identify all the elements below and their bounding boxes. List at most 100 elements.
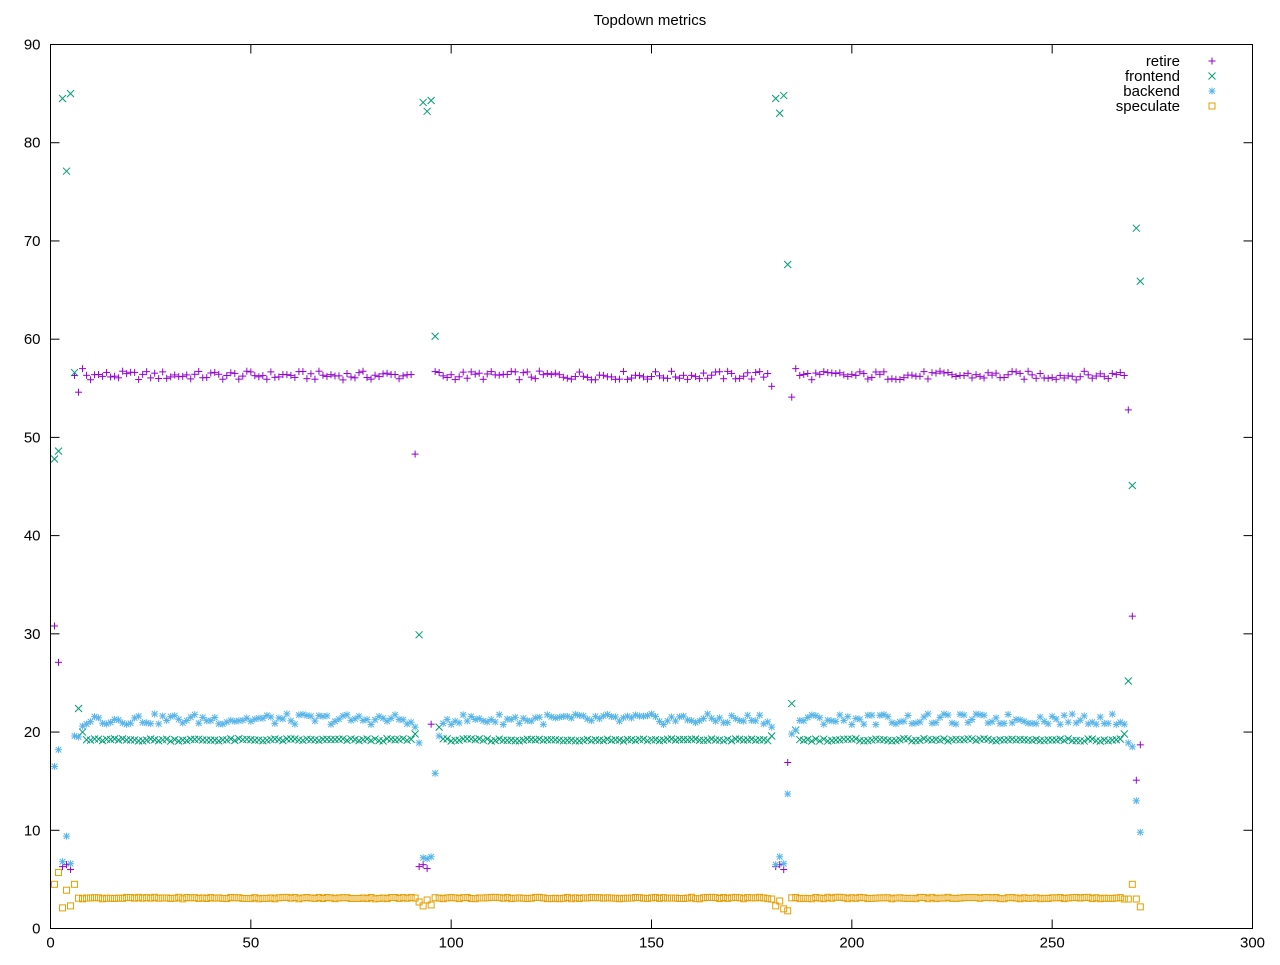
retire-point [964, 369, 972, 377]
speculate-point [704, 893, 712, 901]
frontend-point [675, 735, 684, 744]
speculate-point [888, 895, 896, 903]
speculate-point [792, 893, 800, 901]
frontend-point [427, 96, 435, 105]
speculate-point [752, 894, 760, 902]
backend-point [279, 715, 287, 723]
speculate-point [355, 895, 363, 903]
speculate-point [848, 894, 856, 902]
backend-point [1108, 710, 1116, 718]
retire-point [788, 393, 796, 401]
frontend-point [54, 447, 63, 455]
retire-point [756, 368, 764, 376]
speculate-point [772, 902, 780, 910]
retire-point [523, 368, 531, 376]
speculate-point [251, 894, 259, 902]
backend-point [407, 718, 415, 726]
speculate-point [672, 894, 680, 902]
legend-label-backend: backend [1123, 83, 1180, 100]
y-tick-label: 90 [24, 37, 41, 54]
retire-point [135, 376, 143, 384]
backend-point [992, 714, 1000, 722]
retire-point [780, 866, 788, 874]
backend-point [784, 790, 792, 798]
backend-point [1000, 719, 1008, 727]
retire-point [579, 372, 587, 380]
retire-point [471, 370, 479, 378]
speculate-point [255, 895, 263, 903]
backend-point [155, 720, 163, 728]
speculate-point [1056, 894, 1064, 902]
retire-point [323, 372, 331, 380]
retire-point [860, 370, 868, 378]
frontend-point [407, 735, 415, 744]
retire-point [623, 375, 631, 383]
frontend-point [78, 728, 87, 736]
retire-point [535, 367, 543, 375]
speculate-point [463, 894, 471, 902]
frontend-point [94, 735, 103, 744]
backend-point [243, 714, 251, 722]
speculate-point [892, 894, 900, 902]
retire-point [619, 367, 627, 375]
speculate-point [639, 894, 647, 902]
retire-point [95, 371, 103, 379]
retire-point [223, 372, 231, 380]
backend-point [307, 712, 315, 720]
speculate-point [844, 895, 852, 903]
speculate-point [980, 894, 988, 902]
speculate-point [327, 894, 335, 902]
backend-point [267, 713, 275, 721]
frontend-point [819, 735, 828, 744]
speculate-point [383, 895, 391, 903]
backend-point [379, 714, 387, 722]
backend-point [768, 723, 776, 731]
retire-point [287, 371, 295, 379]
backend-point [495, 711, 503, 719]
speculate-point [784, 907, 792, 915]
backend-point [491, 718, 499, 726]
speculate-point [459, 894, 467, 902]
backend-point [744, 711, 752, 719]
backend-point [127, 719, 135, 727]
retire-point [291, 373, 299, 381]
retire-point [760, 373, 768, 381]
retire-point [1060, 374, 1068, 382]
speculate-point [1032, 894, 1040, 902]
frontend-point [1088, 735, 1097, 743]
speculate-point [1124, 895, 1132, 903]
retire-point [307, 370, 315, 378]
speculate-point [451, 894, 459, 902]
frontend-point [1116, 735, 1125, 743]
retire-point [768, 382, 776, 390]
backend-point [615, 717, 623, 725]
speculate-point [603, 894, 611, 902]
retire-point [1104, 375, 1112, 383]
y-tick-label: 20 [24, 724, 41, 741]
speculate-point [896, 894, 904, 902]
backend-point [295, 711, 303, 719]
speculate-point [295, 895, 303, 903]
retire-point [615, 375, 623, 383]
speculate-point [559, 894, 567, 902]
backend-point [539, 720, 547, 728]
speculate-point [231, 894, 239, 902]
frontend-point [771, 94, 780, 103]
retire-point [55, 658, 63, 666]
retire-point [1136, 741, 1144, 749]
backend-point [431, 769, 439, 777]
retire-point [435, 369, 443, 377]
frontend-point [431, 332, 439, 341]
retire-point [583, 373, 591, 381]
retire-point [75, 388, 83, 396]
backend-point [211, 713, 219, 721]
retire-point [123, 370, 131, 378]
speculate-point [1076, 894, 1084, 902]
backend-point [51, 762, 59, 770]
speculate-point [984, 893, 992, 901]
retire-point [820, 368, 828, 376]
backend-point [595, 715, 603, 723]
frontend-point [230, 736, 239, 745]
speculate-point [623, 894, 631, 902]
